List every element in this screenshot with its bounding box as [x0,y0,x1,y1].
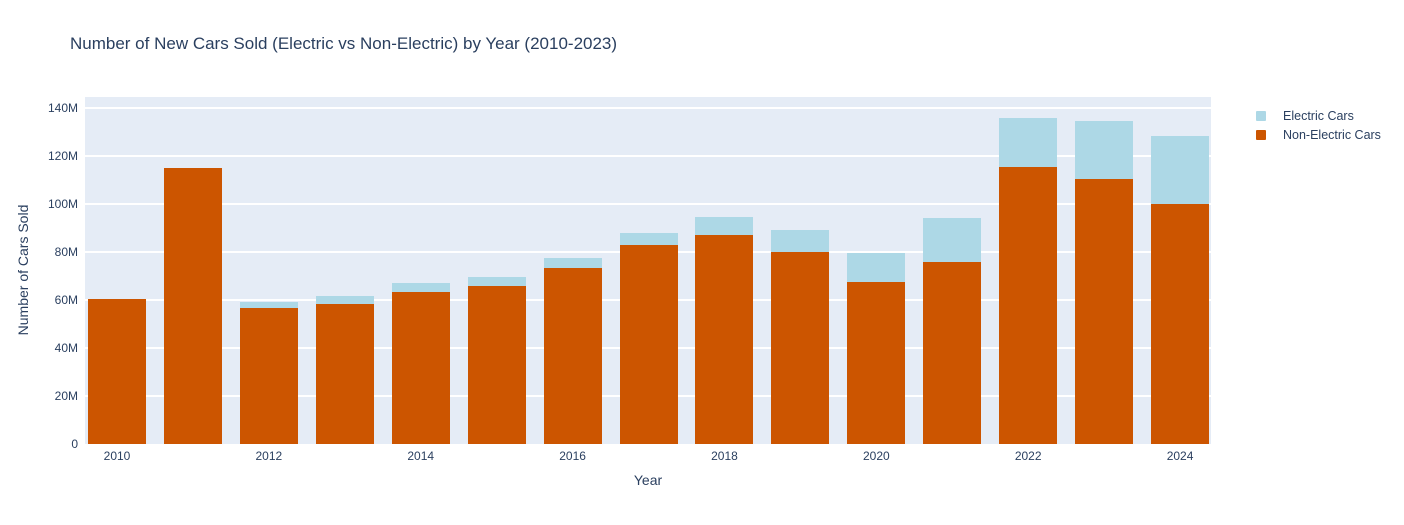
bar-non-electric-2018 [695,235,754,444]
gridline [85,203,1211,205]
x-tick-label: 2012 [255,449,283,463]
bar-electric-2012 [239,302,298,309]
bar-non-electric-2021 [923,261,982,444]
legend-item-non-electric[interactable]: Non-Electric Cars [1256,125,1381,144]
bar-non-electric-2022 [999,166,1058,444]
bar-non-electric-2011 [163,168,222,444]
legend: Electric Cars Non-Electric Cars [1256,106,1381,144]
bar-non-electric-2019 [771,252,830,444]
x-tick-label: 2014 [407,449,435,463]
legend-item-electric[interactable]: Electric Cars [1256,106,1381,125]
bar-non-electric-2023 [1075,178,1134,444]
legend-label-non-electric: Non-Electric Cars [1283,127,1381,142]
y-tick-label: 20M [54,389,78,403]
y-tick-label: 80M [54,245,78,259]
bar-non-electric-2010 [88,298,146,444]
y-tick-label: 0 [71,437,78,451]
chart-title: Number of New Cars Sold (Electric vs Non… [70,34,618,53]
bar-electric-2019 [771,230,830,252]
bar-non-electric-2013 [315,303,374,444]
bar-electric-2016 [543,258,602,268]
x-tick-label: 2020 [862,449,890,463]
x-axis-title: Year [633,472,663,488]
bar-electric-2015 [467,277,526,286]
bar-non-electric-2012 [239,308,298,444]
plot-area: 0 20M 40M 60M 80M 100M 120M 140M 2010 2012 2014 201… [48,97,1211,463]
y-tick-label: 60M [54,293,78,307]
y-axis-title: Number of Cars Sold [15,204,31,336]
bar-non-electric-2014 [391,291,450,444]
y-tick-label: 120M [47,149,78,163]
bar-non-electric-2015 [467,285,526,444]
legend-label-electric: Electric Cars [1283,108,1354,123]
legend-swatch-non-electric-icon [1256,129,1266,140]
legend-swatch-electric-icon [1256,110,1266,121]
y-tick-label: 140M [47,101,78,115]
y-tick-label: 100M [47,197,78,211]
bar-electric-2020 [847,253,906,282]
bar-non-electric-2016 [543,267,602,444]
bar-electric-2023 [1075,121,1134,179]
x-tick-label: 2024 [1166,449,1194,463]
x-tick-label: 2010 [103,449,131,463]
bar-electric-2022 [999,117,1058,167]
gridline [85,155,1211,157]
y-tick-label: 40M [54,341,78,355]
bar-electric-2017 [619,232,678,245]
x-tick-label: 2018 [711,449,738,463]
bar-electric-2014 [391,283,450,292]
bar-electric-2021 [923,218,982,262]
bar-electric-2013 [315,296,374,304]
bar-electric-2018 [695,217,754,236]
gridline [85,107,1211,109]
bar-non-electric-2020 [847,282,906,444]
bar-electric-2024 [1151,135,1210,204]
bar-non-electric-2017 [619,244,678,444]
x-tick-label: 2016 [559,449,586,463]
bar-non-electric-2024 [1151,204,1210,444]
x-tick-label: 2022 [1014,449,1042,463]
